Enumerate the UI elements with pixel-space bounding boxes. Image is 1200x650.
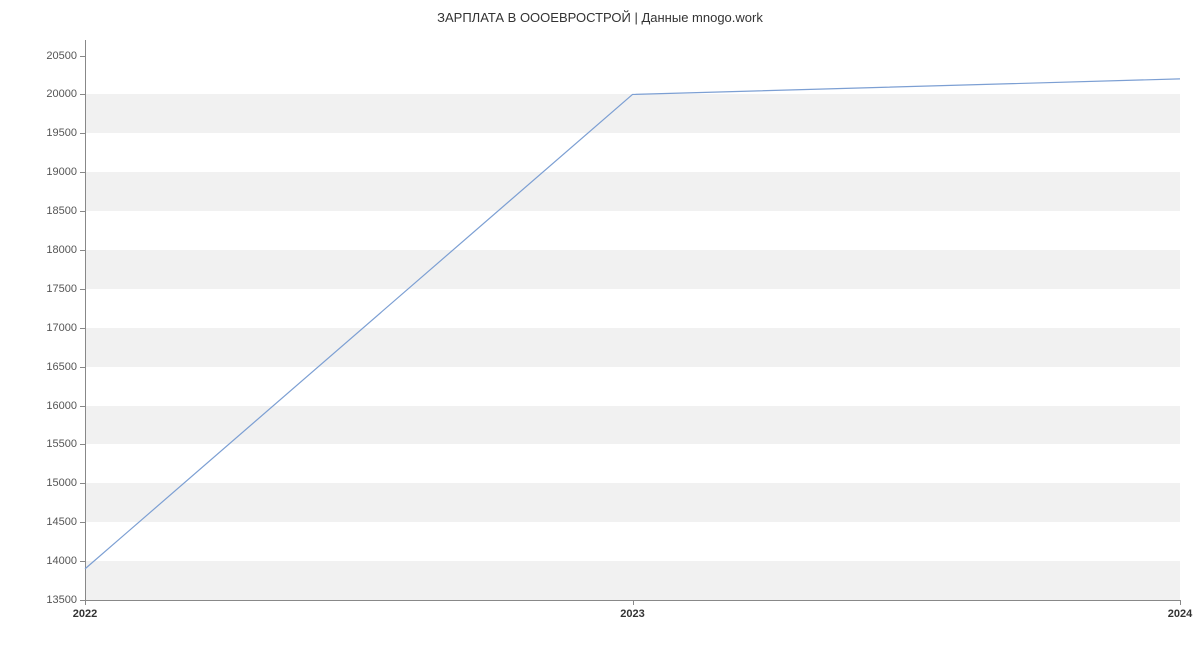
y-tick-label: 15500 — [46, 438, 77, 450]
series-layer — [85, 40, 1180, 600]
y-tick-label: 17000 — [46, 322, 77, 334]
y-tick-label: 13500 — [46, 594, 77, 606]
chart-title: ЗАРПЛАТА В ОООЕВРОСТРОЙ | Данные mnogo.w… — [0, 10, 1200, 25]
y-tick-label: 19500 — [46, 127, 77, 139]
x-tick-label: 2023 — [620, 608, 644, 620]
y-tick-label: 16500 — [46, 361, 77, 373]
y-tick-label: 14000 — [46, 555, 77, 567]
series-line-salary — [85, 79, 1180, 569]
y-tick-label: 20000 — [46, 88, 77, 100]
plot-area: 1350014000145001500015500160001650017000… — [85, 40, 1180, 600]
y-tick-label: 16000 — [46, 400, 77, 412]
x-axis-line — [85, 600, 1180, 601]
y-tick-label: 15000 — [46, 477, 77, 489]
y-tick-label: 14500 — [46, 516, 77, 528]
y-tick-label: 19000 — [46, 166, 77, 178]
y-tick-label: 18500 — [46, 205, 77, 217]
x-tick-label: 2024 — [1168, 608, 1192, 620]
y-tick-label: 17500 — [46, 283, 77, 295]
y-tick-label: 18000 — [46, 244, 77, 256]
x-tick-label: 2022 — [73, 608, 97, 620]
x-tick-mark — [1180, 600, 1181, 605]
salary-line-chart: ЗАРПЛАТА В ОООЕВРОСТРОЙ | Данные mnogo.w… — [0, 0, 1200, 650]
y-tick-label: 20500 — [46, 50, 77, 62]
